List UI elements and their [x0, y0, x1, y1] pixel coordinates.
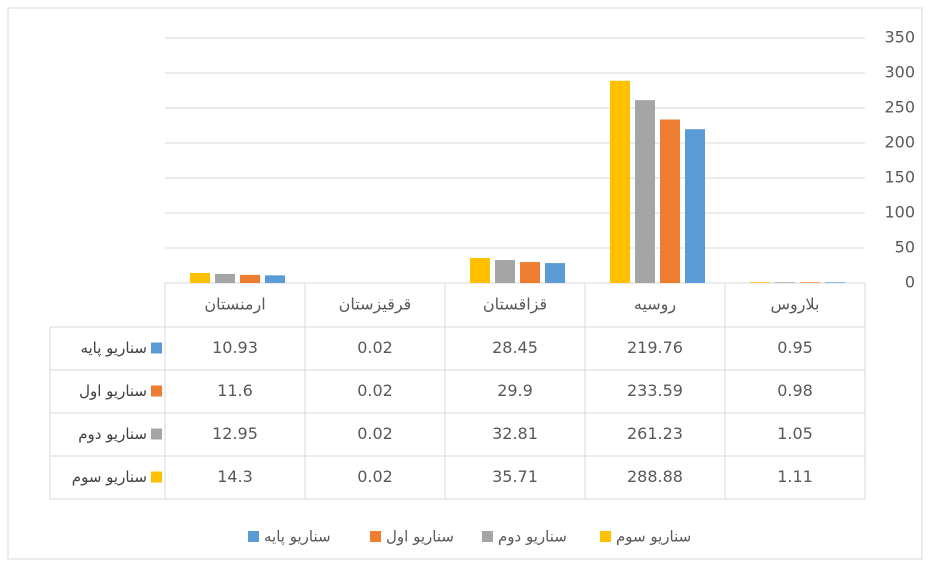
y-tick-label: 0 [905, 273, 915, 292]
y-tick-label: 50 [895, 238, 915, 257]
bar [635, 100, 655, 283]
table-value: 288.88 [627, 467, 683, 486]
legend-key [482, 531, 493, 542]
table-value: 12.95 [212, 424, 258, 443]
table-value: 28.45 [492, 338, 538, 357]
row-label: سناریو سوم [72, 468, 147, 486]
category-label: بلاروس [771, 295, 820, 315]
table-value: 29.9 [497, 381, 533, 400]
table-value: 35.71 [492, 467, 538, 486]
legend-key [151, 342, 162, 354]
category-label: ارمنستان [204, 295, 265, 315]
table-cell [724, 455, 866, 500]
legend-key [151, 471, 162, 483]
legend-key [600, 531, 611, 542]
legend-label: سناریو سوم [616, 528, 691, 546]
bar [660, 119, 680, 283]
legend-key [151, 385, 162, 397]
table-value: 14.3 [217, 467, 253, 486]
table-value: 11.6 [217, 381, 253, 400]
category-label: قزاقستان [483, 295, 547, 315]
bar [215, 273, 235, 283]
bar [825, 282, 845, 283]
table-value: 0.02 [357, 467, 393, 486]
table-value: 0.98 [777, 381, 813, 400]
legend-label: سناریو پایه [264, 528, 331, 547]
y-tick-label: 300 [884, 63, 915, 82]
bar [470, 258, 490, 283]
bar [775, 282, 795, 283]
table-value: 0.02 [357, 381, 393, 400]
y-tick-label: 200 [884, 133, 915, 152]
y-tick-label: 250 [884, 98, 915, 117]
bar [750, 282, 770, 283]
category-label: قرقیزستان [339, 295, 412, 315]
bar [610, 80, 630, 283]
bar [190, 272, 210, 283]
bar [265, 275, 285, 283]
table-value: 1.05 [777, 424, 813, 443]
legend-label: سناریو اول [386, 528, 454, 546]
bar [495, 260, 515, 283]
table-value: 233.59 [627, 381, 683, 400]
row-label: سناریو دوم [78, 425, 147, 443]
table-value: 261.23 [627, 424, 683, 443]
bar [240, 274, 260, 283]
y-tick-label: 350 [884, 28, 915, 47]
y-tick-label: 100 [884, 203, 915, 222]
category-label: روسیه [634, 295, 676, 315]
table-value: 1.11 [777, 467, 813, 486]
y-tick-label: 150 [884, 168, 915, 187]
row-label: سناریو پایه [80, 339, 147, 358]
table-value: 0.02 [357, 424, 393, 443]
table-value: 219.76 [627, 338, 683, 357]
table-value: 0.02 [357, 338, 393, 357]
bar [800, 282, 820, 283]
legend-key [151, 428, 162, 440]
legend-key [370, 531, 381, 542]
table-value: 32.81 [492, 424, 538, 443]
bar [545, 263, 565, 283]
bar [685, 129, 705, 283]
bar [520, 262, 540, 283]
legend-label: سناریو دوم [498, 528, 567, 546]
table-value: 10.93 [212, 338, 258, 357]
legend-key [248, 531, 259, 542]
row-label: سناریو اول [79, 382, 147, 400]
table-value: 0.95 [777, 338, 813, 357]
